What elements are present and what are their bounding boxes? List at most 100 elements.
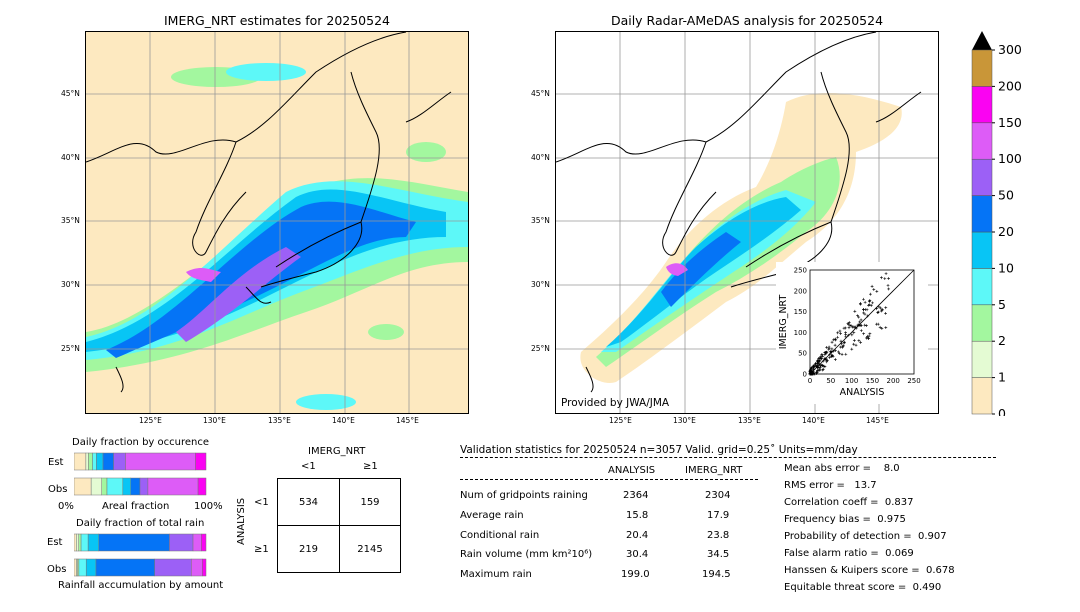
right-lat-25: 25°N (531, 344, 550, 353)
stat-imerg-conditional: 23.8 (707, 530, 730, 541)
scatter-point (859, 318, 863, 322)
scatter-point (810, 369, 814, 373)
left-lon-145: 145°E (396, 416, 419, 425)
scatter-x-tick-label: 100 (845, 377, 858, 385)
scatter-point (836, 335, 840, 339)
contingency-cell-b: 159 (360, 497, 380, 508)
colorbar-segment (971, 231, 993, 269)
scatter-inset: 0 0 50 50 100 100 150 150 200 200 250 250 ANALYSIS IM… (776, 262, 928, 404)
occurrence-axis-right: 100% (194, 501, 223, 512)
right-lon-145: 145°E (866, 416, 889, 425)
stat-imerg-maximum: 194.5 (702, 569, 731, 580)
stat-label-maximum: Maximum rain (460, 569, 532, 580)
scatter-point (822, 367, 825, 371)
scatter-point (851, 325, 855, 329)
scatter-point (859, 341, 863, 344)
scatter-point (849, 324, 853, 328)
left-lat-30: 30°N (61, 280, 80, 289)
scatter-point (863, 300, 867, 304)
scatter-point (863, 312, 867, 316)
contingency-hdivider (278, 525, 400, 526)
total-rain-est-label: Est (47, 537, 63, 548)
colorbar-segment (971, 377, 993, 415)
colorbar-segment (971, 304, 993, 342)
scatter-point (814, 361, 818, 365)
scatter-point (828, 353, 831, 356)
fraction-bar-segment (96, 452, 104, 471)
scatter-point (850, 347, 854, 351)
occurrence-bars (73, 450, 210, 498)
left-lon-135: 135°E (268, 416, 291, 425)
scatter-point (828, 356, 832, 359)
right-map-canvas (556, 32, 938, 413)
total-rain-footer: Rainfall accumulation by amount (58, 580, 224, 591)
scatter-point (857, 339, 861, 343)
scatter-point (883, 277, 887, 281)
scatter-point (830, 340, 834, 344)
fraction-bar-segment (122, 477, 132, 496)
left-lon-140: 140°E (332, 416, 355, 425)
score-rmse: RMS error = 13.7 (784, 480, 877, 491)
scatter-point (825, 350, 829, 354)
scatter-point (858, 320, 862, 324)
fraction-bar-segment (101, 477, 108, 496)
left-lat-35: 35°N (61, 216, 80, 225)
stat-imerg-gridpoints: 2304 (705, 490, 731, 501)
scatter-y-tick-label: 50 (798, 350, 807, 358)
right-lon-140: 140°E (802, 416, 825, 425)
left-map-canvas (86, 32, 468, 413)
scatter-point (831, 354, 835, 358)
scatter-y-tick-label: 100 (794, 329, 807, 337)
colorbar-tick-label: 50 (998, 188, 1014, 203)
left-lon-130: 130°E (203, 416, 226, 425)
validation-col-analysis: ANALYSIS (608, 465, 656, 476)
scatter-point (871, 301, 874, 305)
scatter-point (859, 329, 863, 333)
scatter-point (868, 332, 872, 336)
scatter-y-tick-label: 200 (794, 287, 807, 295)
scatter-point (838, 329, 842, 333)
right-lat-45: 45°N (531, 89, 550, 98)
left-map-title: IMERG_NRT estimates for 20250524 (163, 13, 390, 28)
scatter-point (842, 326, 846, 330)
scatter-point (812, 372, 816, 376)
scatter-x-tick-label: 150 (866, 377, 879, 385)
scatter-point (878, 325, 882, 329)
scatter-point (884, 311, 888, 315)
colorbar-tick-label: 300 (998, 42, 1022, 57)
total-rain-bars (73, 531, 210, 579)
scatter-x-tick-label: 250 (907, 377, 920, 385)
stat-imerg-average: 17.9 (707, 510, 730, 521)
scatter-point (842, 344, 845, 348)
fraction-bar-segment (154, 558, 192, 577)
scatter-point (867, 337, 871, 340)
total-rain-svg (73, 533, 207, 577)
scatter-point (863, 323, 867, 327)
right-lat-30: 30°N (531, 280, 550, 289)
score-ets: Equitable threat score = 0.490 (784, 582, 942, 593)
stat-analysis-volume: 30.4 (626, 549, 649, 560)
right-lon-135: 135°E (738, 416, 761, 425)
fraction-bar-segment (113, 452, 126, 471)
scatter-ylabel: IMERG_NRT (778, 295, 789, 350)
scatter-point (833, 337, 837, 341)
scatter-point (858, 302, 862, 305)
scatter-x-tick-label: 50 (826, 377, 835, 385)
scatter-point (819, 355, 823, 358)
scatter-point (884, 326, 888, 330)
fraction-bar-segment (169, 533, 194, 552)
contingency-side-label: ANALYSIS (236, 497, 247, 545)
stat-analysis-conditional: 20.4 (626, 530, 649, 541)
contingency-row-lt: <1 (254, 497, 269, 508)
occurrence-svg (73, 452, 207, 496)
scatter-point (862, 311, 865, 315)
stat-label-average: Average rain (460, 510, 524, 521)
scatter-point (819, 364, 823, 368)
scatter-point (833, 358, 837, 361)
scatter-point (839, 345, 842, 349)
right-lon-130: 130°E (673, 416, 696, 425)
stat-label-conditional: Conditional rain (460, 530, 540, 541)
left-map (85, 31, 469, 414)
scatter-point (815, 366, 819, 370)
scatter-point (887, 277, 891, 280)
